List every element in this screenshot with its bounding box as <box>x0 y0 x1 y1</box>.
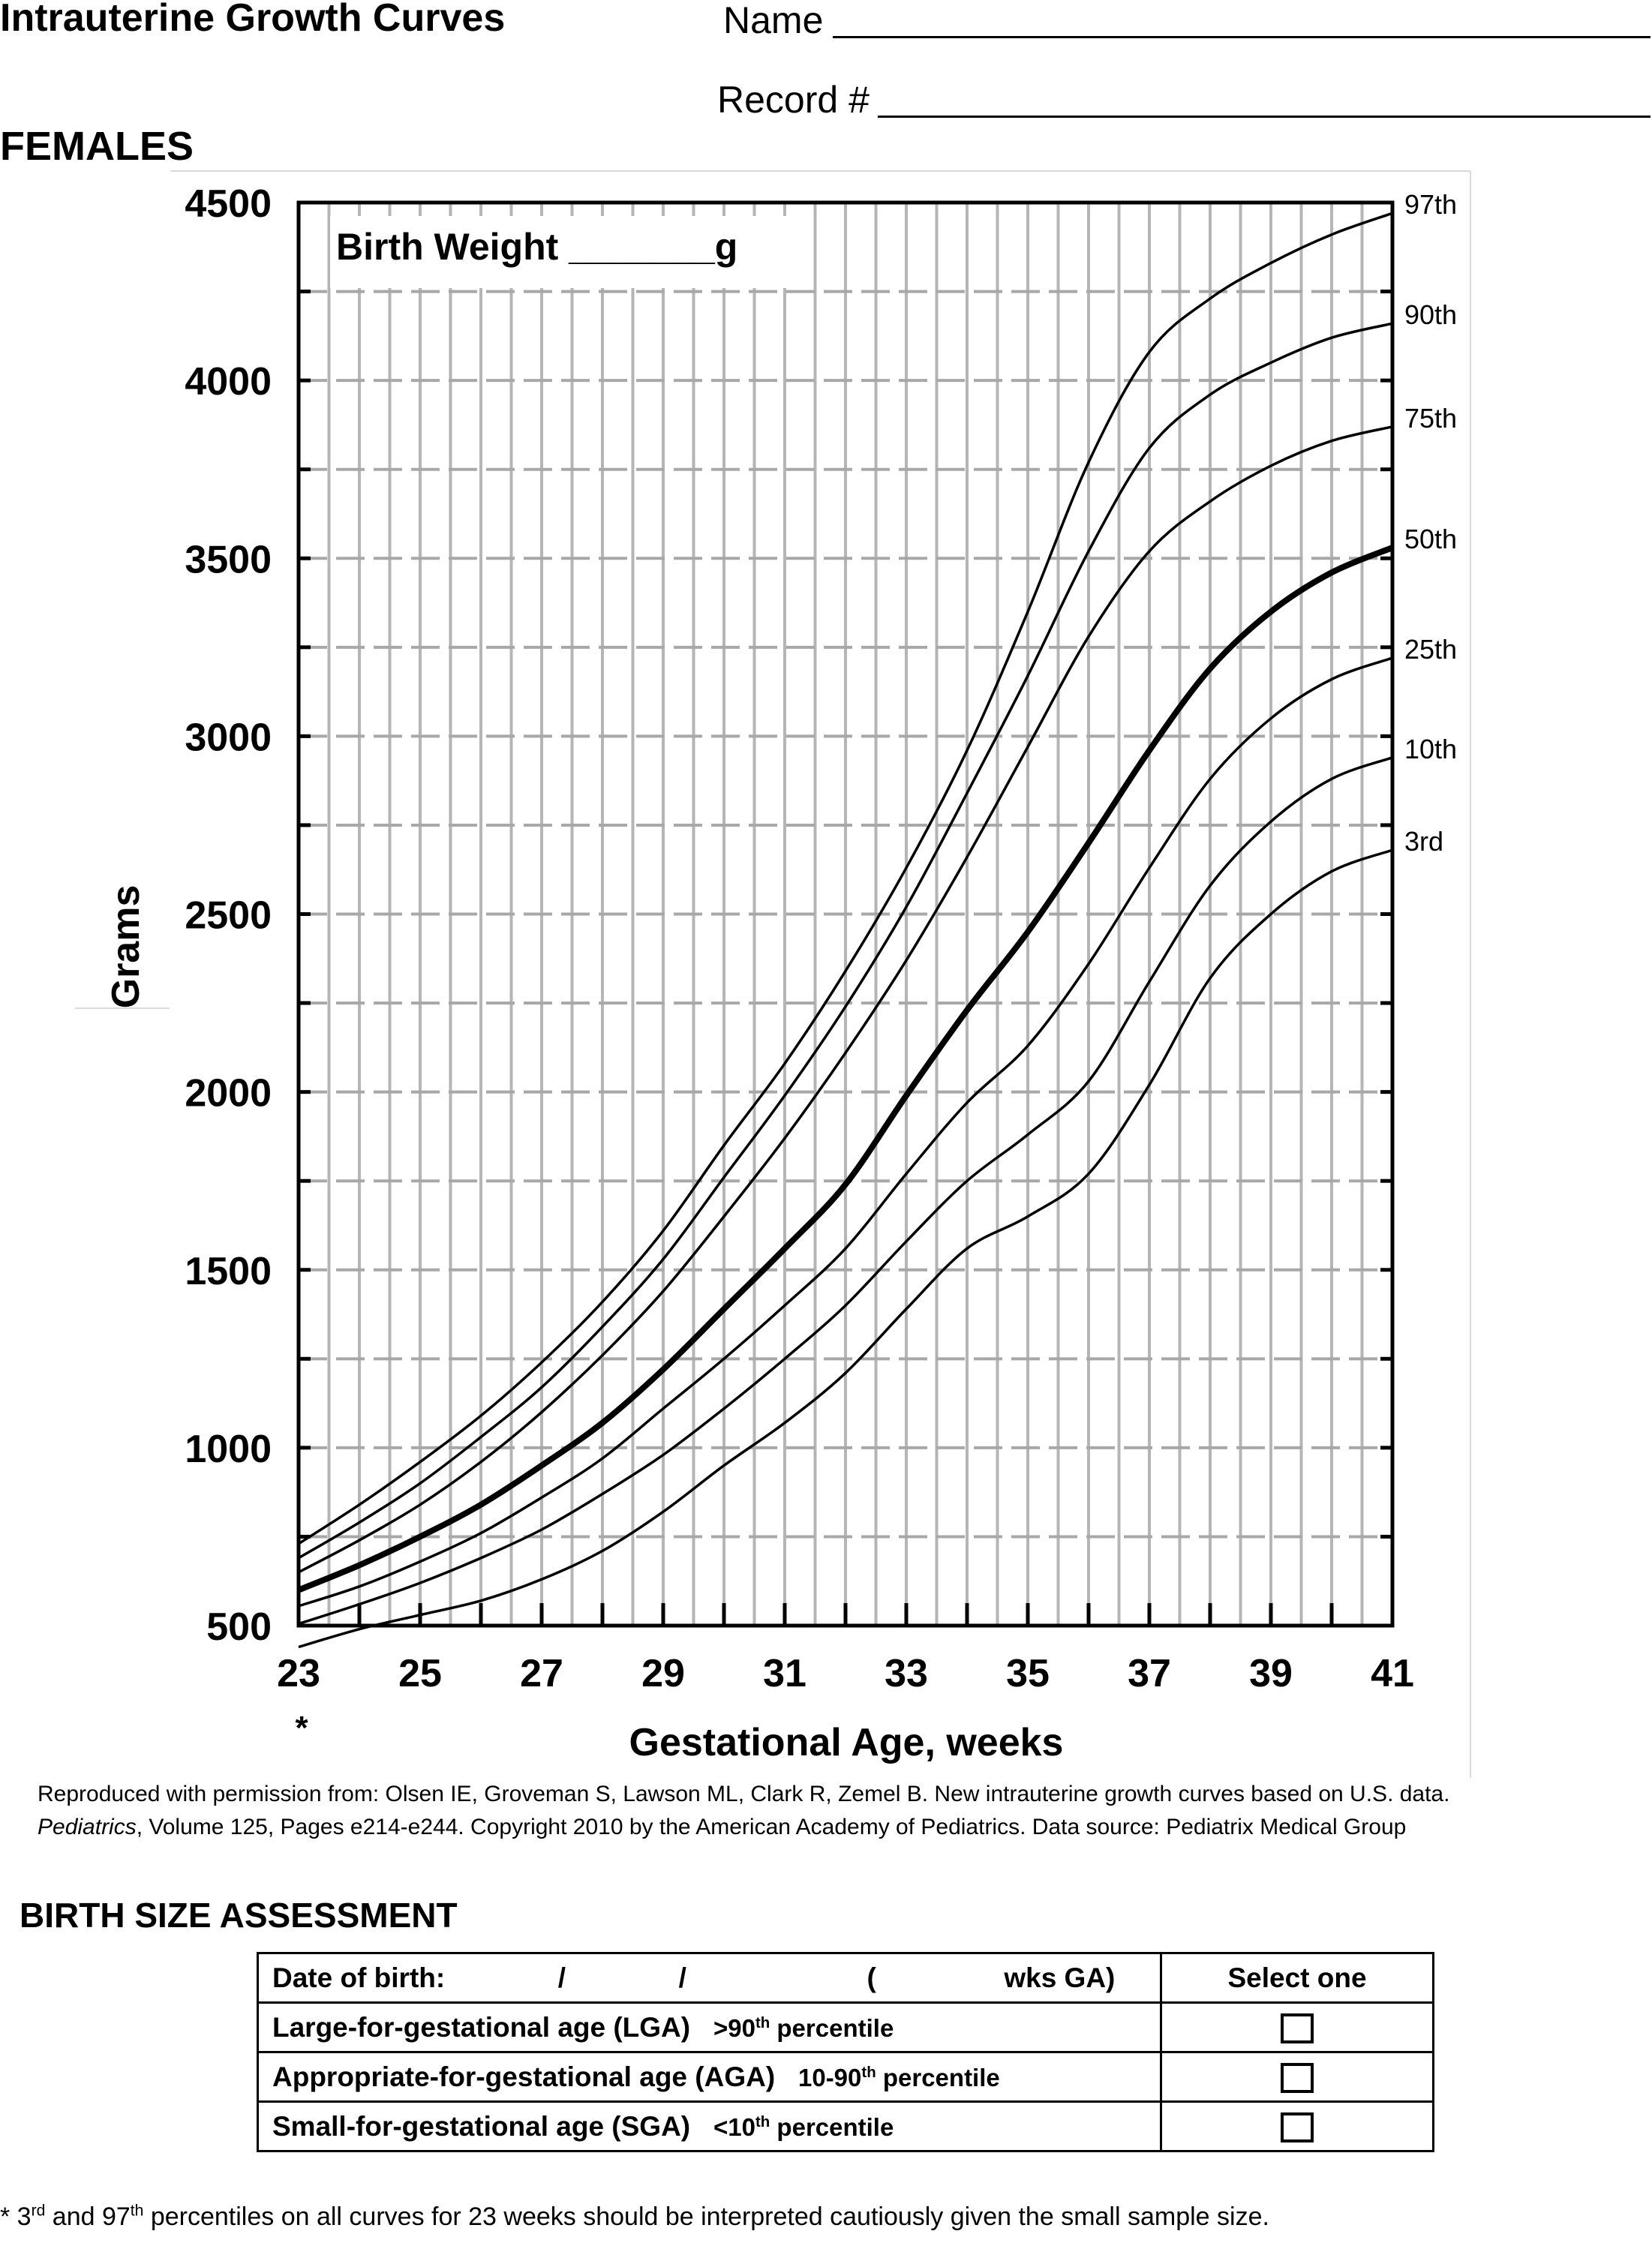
axes <box>296 200 1395 1628</box>
y-tick-label: 2500 <box>185 894 272 938</box>
x-tick-label: 31 <box>763 1652 806 1695</box>
assessment-row-sga: Small-for-gestational age (SGA) <10th pe… <box>257 2100 1434 2152</box>
grid <box>299 203 1392 1626</box>
curve-25th <box>298 656 1393 1608</box>
chart-frame <box>75 170 1471 1778</box>
citation-details: , Volume 125, Pages e214-e244. Copyright… <box>136 1815 1407 1839</box>
citation-line-2: Pediatrics, Volume 125, Pages e214-e244.… <box>38 1811 1643 1844</box>
x-tick-label: 39 <box>1249 1652 1293 1695</box>
sex-label: FEMALES <box>0 124 194 169</box>
ga-weeks-label: wks GA) <box>1004 1962 1116 1993</box>
record-label: Record # <box>717 79 870 121</box>
curve-label-50th: 50th <box>1404 524 1457 554</box>
assessment-table: Date of birth: / / ( wks GA) Select one … <box>257 1952 1434 2152</box>
citation-journal: Pediatrics <box>38 1815 137 1839</box>
sga-label: Small-for-gestational age (SGA) <box>272 2110 691 2142</box>
x-tick-label: 25 <box>398 1652 442 1695</box>
curve-label-90th: 90th <box>1404 299 1457 330</box>
growth-chart: 500 1000 1500 2000 2500 3000 3500 4000 4500 23 25 2… <box>75 170 1471 1778</box>
assessment-row-aga: Appropriate-for-gestational age (AGA) 10… <box>257 2051 1434 2103</box>
assessment-row-lga: Large-for-gestational age (LGA) >90th pe… <box>257 2001 1434 2053</box>
curve-75th <box>298 425 1393 1574</box>
sga-checkbox[interactable] <box>1281 2112 1314 2143</box>
y-axis-label: Grams <box>104 885 148 1009</box>
page-title: Intrauterine Growth Curves <box>0 0 506 40</box>
y-tick-label: 500 <box>206 1605 272 1649</box>
curve-label-75th: 75th <box>1404 403 1457 434</box>
assessment-title: BIRTH SIZE ASSESSMENT <box>20 1896 458 1935</box>
aga-label: Appropriate-for-gestational age (AGA) <box>272 2061 776 2092</box>
aga-criterion: 10-90th percentile <box>797 2063 1000 2091</box>
curve-10th <box>298 756 1393 1626</box>
y-tick-label: 1500 <box>185 1250 272 1293</box>
curve-label-10th: 10th <box>1404 734 1457 764</box>
y-tick-label: 3000 <box>185 716 272 759</box>
curve-97th <box>298 212 1393 1545</box>
select-one-header: Select one <box>1160 1952 1434 2004</box>
y-tick-label: 2000 <box>185 1072 272 1115</box>
date-of-birth-cell[interactable]: Date of birth: / / ( wks GA) <box>257 1952 1162 2004</box>
record-field[interactable] <box>878 116 1650 118</box>
sga-criterion: <10th percentile <box>713 2112 894 2141</box>
y-tick-label: 4000 <box>185 360 272 404</box>
x-tick-label: 29 <box>641 1652 685 1695</box>
y-tick-label: 4500 <box>185 182 272 226</box>
lga-criterion: >90th percentile <box>713 2013 894 2042</box>
citation: Reproduced with permission from: Olsen I… <box>38 1778 1643 1844</box>
y-tick-label: 3500 <box>185 538 272 581</box>
x-tick-label: 23 <box>277 1652 320 1695</box>
x-tick-label: 35 <box>1006 1652 1050 1695</box>
x-axis-label: Gestational Age, weeks <box>629 1721 1064 1764</box>
annotation-bg <box>330 216 795 288</box>
name-field[interactable] <box>833 36 1650 38</box>
ga-open-paren: ( <box>867 1962 876 1993</box>
x-tick-label: 37 <box>1128 1652 1171 1695</box>
aga-checkbox[interactable] <box>1281 2063 1314 2094</box>
x-tick-label: 33 <box>885 1652 928 1695</box>
footnote: * 3rd and 97th percentiles on all curves… <box>0 2202 1269 2231</box>
assessment-header-row: Date of birth: / / ( wks GA) Select one <box>257 1952 1434 2004</box>
citation-line-1: Reproduced with permission from: Olsen I… <box>38 1782 1450 1806</box>
x-tick-note: * <box>295 1710 308 1746</box>
curve-90th <box>298 322 1393 1560</box>
name-label: Name <box>723 0 824 41</box>
curve-50th <box>297 545 1394 1593</box>
curve-3rd <box>298 848 1393 1649</box>
y-tick-label: 1000 <box>185 1428 272 1471</box>
percentile-curves <box>297 212 1394 1649</box>
lga-label: Large-for-gestational age (LGA) <box>272 2011 691 2043</box>
dob-slash-2: / <box>678 1962 686 1993</box>
dob-slash-1: / <box>557 1962 566 1993</box>
chart-labels: 500 1000 1500 2000 2500 3000 3500 4000 4500 23 25 2… <box>185 182 1457 1695</box>
curve-label-3rd: 3rd <box>1404 826 1443 857</box>
lga-checkbox[interactable] <box>1281 2013 1314 2044</box>
x-tick-label: 27 <box>520 1652 563 1695</box>
dob-label: Date of birth: <box>272 1962 446 1993</box>
curve-label-97th: 97th <box>1404 189 1457 220</box>
curve-label-25th: 25th <box>1404 634 1457 665</box>
x-tick-label: 41 <box>1371 1652 1414 1695</box>
birth-weight-annotation: Birth Weight _______g <box>336 226 737 268</box>
